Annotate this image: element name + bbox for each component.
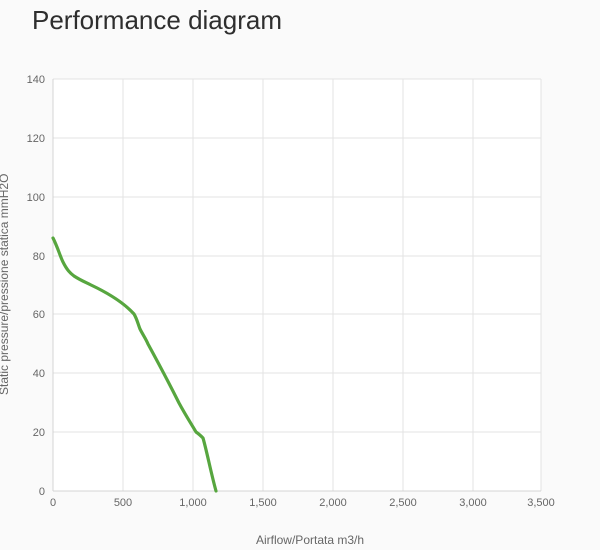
- svg-text:2,000: 2,000: [319, 497, 347, 509]
- svg-text:40: 40: [33, 368, 45, 380]
- svg-text:0: 0: [39, 486, 45, 498]
- svg-text:2,500: 2,500: [389, 497, 417, 509]
- svg-text:3,000: 3,000: [459, 497, 487, 509]
- svg-text:80: 80: [33, 251, 45, 263]
- svg-text:20: 20: [33, 427, 45, 439]
- svg-text:1,500: 1,500: [249, 497, 277, 509]
- svg-text:60: 60: [33, 309, 45, 321]
- svg-text:140: 140: [27, 74, 45, 86]
- svg-text:100: 100: [27, 192, 45, 204]
- svg-text:120: 120: [27, 133, 45, 145]
- svg-text:3,500: 3,500: [527, 497, 555, 509]
- svg-text:500: 500: [114, 497, 132, 509]
- svg-text:1,000: 1,000: [179, 497, 207, 509]
- svg-text:0: 0: [50, 497, 56, 509]
